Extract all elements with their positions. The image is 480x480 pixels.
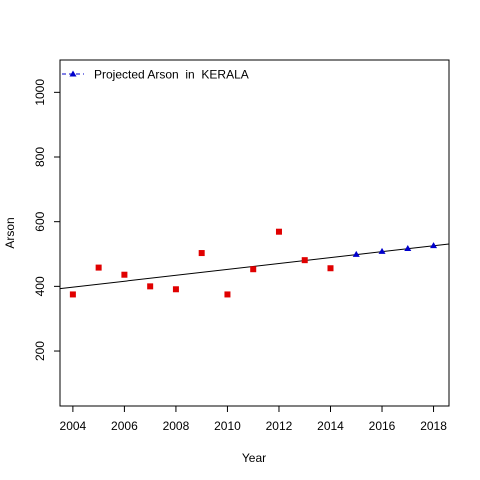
projected-point bbox=[352, 250, 360, 257]
legend-label: Projected Arson in KERALA bbox=[94, 68, 249, 82]
observed-point bbox=[275, 228, 282, 235]
y-axis-title: Arson bbox=[3, 217, 17, 248]
x-axis-title: Year bbox=[242, 451, 266, 465]
projected-point bbox=[378, 247, 386, 254]
observed-point bbox=[224, 291, 231, 298]
x-tick-label: 2016 bbox=[369, 419, 396, 433]
x-tick-label: 2004 bbox=[60, 419, 87, 433]
y-tick-label: 400 bbox=[33, 276, 47, 296]
observed-point bbox=[172, 286, 179, 293]
observed-point bbox=[95, 264, 102, 271]
observed-point bbox=[327, 265, 334, 272]
observed-point bbox=[69, 291, 76, 298]
projected-point bbox=[430, 242, 438, 249]
x-tick-label: 2010 bbox=[214, 419, 241, 433]
x-tick-label: 2012 bbox=[266, 419, 293, 433]
x-tick-label: 2008 bbox=[163, 419, 190, 433]
projected-point bbox=[404, 245, 412, 252]
data-points bbox=[69, 228, 438, 298]
y-axis: 200 400 600 800 1000 bbox=[33, 79, 60, 361]
observed-point bbox=[147, 283, 154, 290]
x-tick-label: 2018 bbox=[420, 419, 447, 433]
x-tick-label: 2006 bbox=[111, 419, 138, 433]
observed-point bbox=[250, 266, 257, 273]
plot-frame bbox=[59, 59, 450, 407]
y-tick-label: 800 bbox=[33, 147, 47, 167]
observed-point bbox=[198, 250, 205, 257]
y-tick-label: 600 bbox=[33, 211, 47, 231]
legend: Projected Arson in KERALA bbox=[62, 68, 249, 82]
observed-point bbox=[121, 271, 128, 278]
y-tick-label: 200 bbox=[33, 341, 47, 361]
observed-point bbox=[301, 257, 308, 264]
x-tick-label: 2014 bbox=[317, 419, 344, 433]
x-axis: 2004 2006 2008 2010 2012 2014 2016 2018 bbox=[60, 406, 447, 433]
legend-triangle-marker bbox=[69, 70, 77, 77]
y-tick-label: 1000 bbox=[33, 79, 47, 106]
